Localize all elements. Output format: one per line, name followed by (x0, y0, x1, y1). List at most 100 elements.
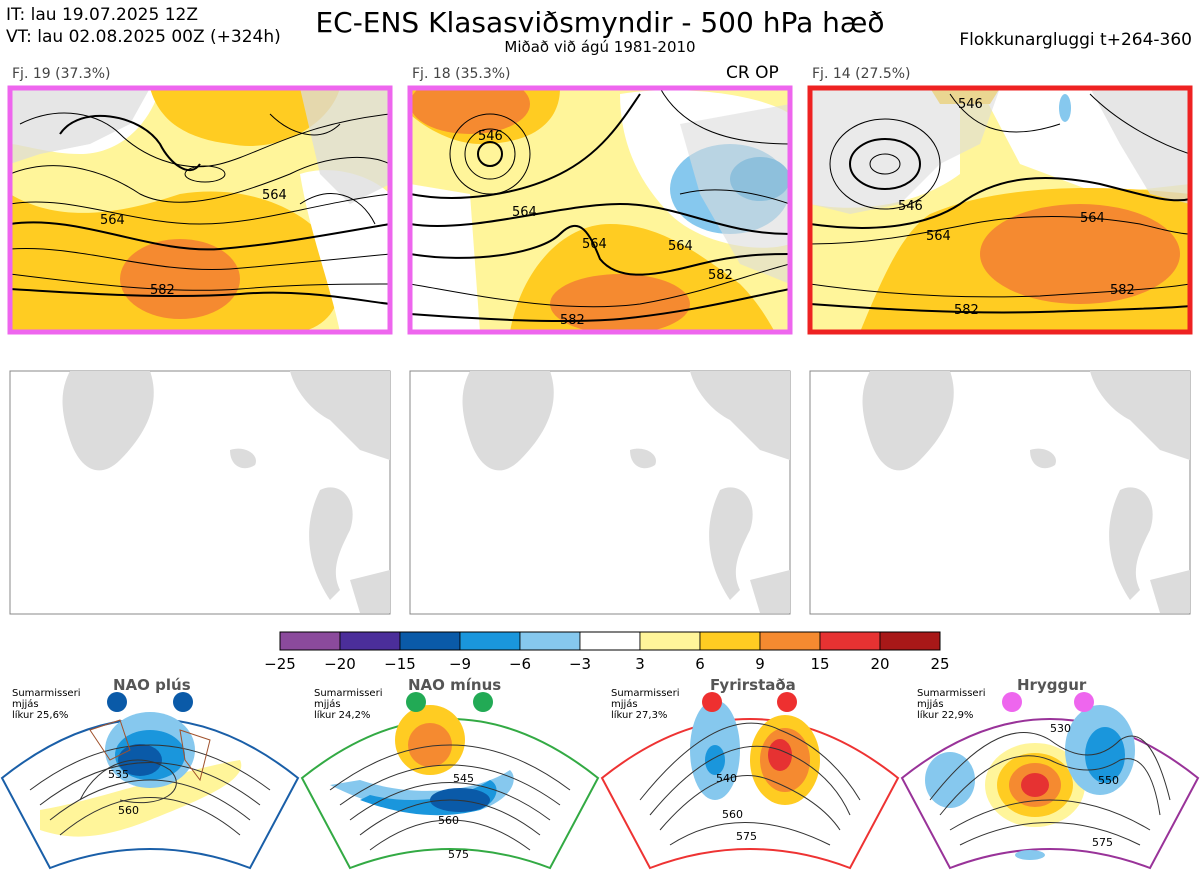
initial-time: IT: lau 19.07.2025 12Z (6, 5, 198, 25)
member-maps (9, 370, 1191, 615)
regime-ridge-map (900, 705, 1200, 870)
colorbar-tick-label: 15 (810, 655, 830, 673)
regime-1-info: Sumarmisseri mjjás líkur 25,6% (12, 688, 80, 721)
colorbar-swatch (699, 631, 761, 651)
regime-3-season: Sumarmisseri (611, 688, 680, 699)
cluster-2-contour-label: 564 (668, 239, 693, 254)
regime-blocking-map (600, 700, 900, 870)
regime-3-contour-label: 560 (722, 808, 743, 821)
cluster-3-label: Fj. 14 (27.5%) (812, 66, 911, 82)
cluster-3-frame (807, 85, 1193, 335)
colorbar-tick-label: 25 (930, 655, 950, 673)
colorbar-tick-label: −15 (384, 655, 416, 673)
regime-1-dot (173, 692, 193, 712)
colorbar-tick-label: −25 (264, 655, 296, 673)
cluster-1-contour-label: 564 (262, 188, 287, 203)
cluster-3-contour-label: 582 (1110, 283, 1135, 298)
cluster-2-members: CR OP (726, 63, 779, 83)
regime-4-dot (1074, 692, 1094, 712)
colorbar-tick-label: −3 (568, 655, 592, 673)
regime-3-title: Fyrirstaða (710, 676, 796, 694)
colorbar-swatch (459, 631, 521, 651)
regime-1-kind: mjjás (12, 699, 39, 710)
regime-2-contour-label: 575 (448, 848, 469, 861)
valid-time: VT: lau 02.08.2025 00Z (+324h) (6, 27, 281, 47)
cluster-1-frame (7, 85, 393, 335)
regime-3-info: Sumarmisseri mjjás líkur 27,3% (611, 688, 679, 721)
cluster-2-frame (407, 85, 793, 335)
regime-2-contour-label: 545 (453, 772, 474, 785)
regime-3-dot (777, 692, 797, 712)
regime-4-kind: mjjás (917, 699, 944, 710)
colorbar-tick-label: 6 (695, 655, 705, 673)
page-subtitle: Miðað við ágú 1981-2010 (504, 38, 696, 56)
colorbar-tick-label: −20 (324, 655, 356, 673)
regime-1-contour-label: 560 (118, 804, 139, 817)
regime-4-title: Hryggur (1017, 676, 1087, 694)
cluster-3-contour-label: 546 (958, 97, 983, 112)
cluster-1-contour-label: 564 (100, 213, 125, 228)
regime-2-season: Sumarmisseri (314, 688, 383, 699)
colorbar-tick-label: 20 (870, 655, 890, 673)
cluster-2-map (410, 88, 790, 332)
member-map-1 (9, 370, 391, 615)
cluster-2-contour-label: 582 (708, 268, 733, 283)
regime-1-contour-label: 535 (108, 768, 129, 781)
colorbar-swatch (639, 631, 701, 651)
cluster-maps: 564 564 582 546 564 564 564 582 582 (7, 85, 1193, 335)
colorbar-tick-label: −6 (508, 655, 532, 673)
colorbar-swatch (279, 631, 341, 651)
regime-3-contour-label: 540 (716, 772, 737, 785)
cluster-3-contour-label: 564 (1080, 211, 1105, 226)
regime-2-title: NAO mínus (408, 676, 502, 694)
colorbar-swatch (759, 631, 821, 651)
regime-3-contour-label: 575 (736, 830, 757, 843)
header-info: IT: lau 19.07.2025 12Z VT: lau 02.08.202… (6, 4, 281, 48)
regime-3-kind: mjjás (611, 699, 638, 710)
regime-2-probability: líkur 24,2% (314, 710, 371, 721)
colorbar-tick-label: 9 (755, 655, 765, 673)
regime-1-dot (107, 692, 127, 712)
colorbar-ticks: −25 −20 −15 −9 −6 −3 3 6 9 15 20 25 (0, 655, 1200, 675)
colorbar-tick-label: 3 (635, 655, 645, 673)
regime-4-season: Sumarmisseri (917, 688, 986, 699)
colorbar-swatch (879, 631, 941, 651)
member-map-3 (809, 370, 1191, 615)
cluster-3-contour-label: 564 (926, 229, 951, 244)
classification-window: Flokkunargluggi t+264-360 (959, 30, 1192, 50)
cluster-3-contour-label: 546 (898, 199, 923, 214)
regime-3-dot (702, 692, 722, 712)
regime-2-dot (406, 692, 426, 712)
cluster-2-contour-label: 564 (582, 237, 607, 252)
regime-4-contour-label: 550 (1098, 774, 1119, 787)
cluster-1-map (10, 88, 390, 332)
regime-4-info: Sumarmisseri mjjás líkur 22,9% (917, 688, 985, 721)
regime-dots (107, 692, 1094, 712)
regime-2-kind: mjjás (314, 699, 341, 710)
regime-4-dot (1002, 692, 1022, 712)
regime-3-probability: líkur 27,3% (611, 710, 668, 721)
colorbar-swatch (399, 631, 461, 651)
colorbar-swatch (819, 631, 881, 651)
regime-nao-plus-map (0, 712, 300, 870)
cluster-1-label: Fj. 19 (37.3%) (12, 66, 111, 82)
regime-4-probability: líkur 22,9% (917, 710, 974, 721)
colorbar-swatches (279, 631, 941, 651)
cluster-2-contour-label: 564 (512, 205, 537, 220)
regime-1-title: NAO plús (113, 676, 191, 694)
regime-maps: 535 560 545 560 575 540 560 575 530 550 … (0, 700, 1200, 870)
cluster-2-contour-label: 546 (478, 129, 503, 144)
cluster-3-map (810, 88, 1190, 332)
regime-2-contour-label: 560 (438, 814, 459, 827)
cluster-2-label: Fj. 18 (35.3%) (412, 66, 511, 82)
regime-1-season: Sumarmisseri (12, 688, 81, 699)
page-title: EC-ENS Klasasviðsmyndir - 500 hPa hæð (315, 6, 885, 39)
colorbar-swatch (579, 631, 641, 651)
regime-2-dot (473, 692, 493, 712)
regime-2-info: Sumarmisseri mjjás líkur 24,2% (314, 688, 382, 721)
regime-4-contour-label: 530 (1050, 722, 1071, 735)
colorbar-swatch (339, 631, 401, 651)
cluster-3-contour-label: 582 (954, 303, 979, 318)
regime-4-contour-label: 575 (1092, 836, 1113, 849)
member-map-2 (409, 370, 791, 615)
